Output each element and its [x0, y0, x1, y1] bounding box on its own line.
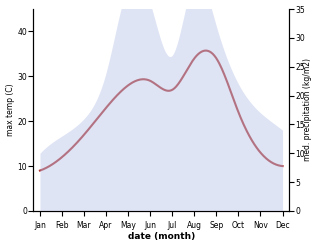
Y-axis label: max temp (C): max temp (C): [5, 84, 15, 136]
Y-axis label: med. precipitation (kg/m2): med. precipitation (kg/m2): [303, 59, 313, 162]
X-axis label: date (month): date (month): [128, 232, 195, 242]
